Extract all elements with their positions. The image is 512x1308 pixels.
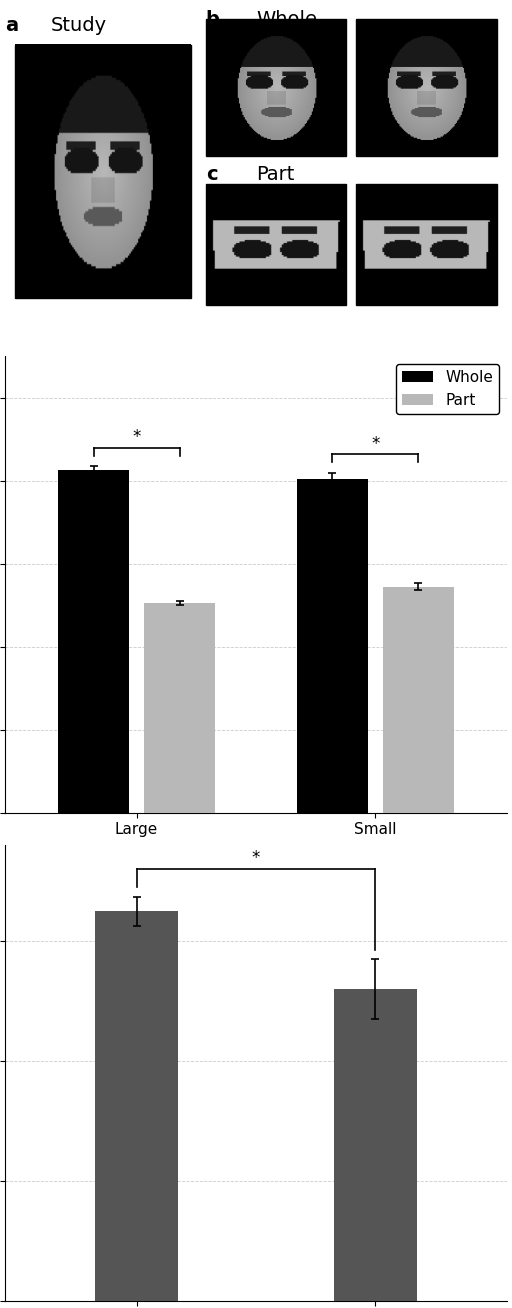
- Bar: [206, 184, 346, 305]
- Text: *: *: [252, 849, 260, 867]
- Bar: [334, 989, 417, 1301]
- Bar: [144, 603, 216, 812]
- Text: Part: Part: [256, 165, 294, 184]
- Bar: [356, 20, 497, 156]
- Text: b: b: [206, 9, 220, 29]
- Bar: [58, 471, 130, 812]
- Bar: [95, 912, 178, 1301]
- Text: c: c: [206, 165, 218, 184]
- Bar: [15, 44, 191, 298]
- Bar: [206, 20, 346, 156]
- Text: *: *: [371, 434, 380, 453]
- Text: *: *: [132, 429, 141, 446]
- Bar: [356, 184, 497, 305]
- Text: a: a: [5, 16, 18, 35]
- Text: Study: Study: [50, 16, 106, 35]
- Legend: Whole, Part: Whole, Part: [396, 364, 499, 413]
- Text: Whole: Whole: [256, 9, 317, 29]
- Bar: [382, 586, 454, 812]
- Bar: [296, 479, 368, 812]
